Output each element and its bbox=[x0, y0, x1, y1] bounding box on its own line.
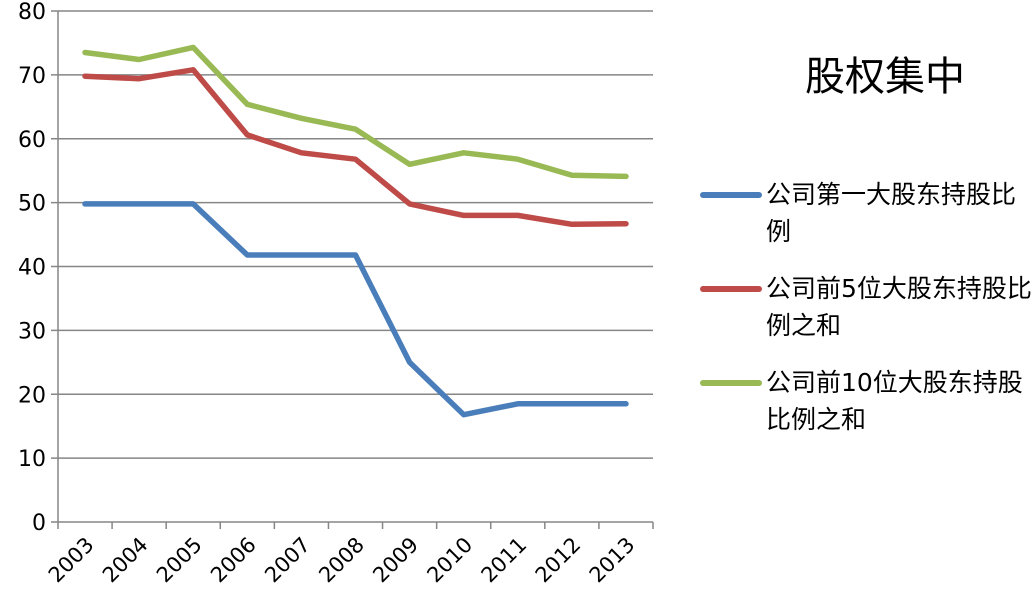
x-tick-label: 2003 bbox=[44, 533, 99, 588]
x-tick-label: 2004 bbox=[98, 533, 153, 588]
x-tick-label: 2010 bbox=[422, 533, 477, 588]
legend-swatch bbox=[700, 192, 762, 198]
y-tick-label: 20 bbox=[18, 383, 46, 408]
x-tick-label: 2008 bbox=[314, 533, 369, 588]
legend-label: 公司第一大股东持股比例 bbox=[766, 180, 1017, 246]
x-tick-label: 2006 bbox=[206, 533, 261, 588]
series-lines bbox=[82, 44, 629, 418]
series-line-1 bbox=[82, 201, 629, 418]
legend-swatch bbox=[700, 286, 762, 292]
y-tick-label: 10 bbox=[18, 447, 46, 472]
y-tick-label: 70 bbox=[18, 64, 46, 89]
x-axis-ticks: 2003 2004 2005 2006 2007 2008 2009 2010 2011 2012… bbox=[44, 533, 640, 588]
y-tick-label: 80 bbox=[18, 0, 46, 25]
legend-swatch bbox=[700, 380, 762, 386]
series-line-3 bbox=[82, 44, 629, 180]
x-tick-label: 2011 bbox=[477, 533, 532, 588]
y-tick-label: 50 bbox=[18, 192, 46, 217]
legend-label: 公司前10位大股东持股比例之和 bbox=[766, 368, 1023, 434]
series-line-2 bbox=[82, 67, 629, 228]
y-tick-label: 60 bbox=[18, 128, 46, 153]
x-tick-label: 2012 bbox=[531, 533, 586, 588]
x-tick-label: 2009 bbox=[368, 533, 423, 588]
legend-label: 公司前5位大股东持股比例之和 bbox=[766, 274, 1032, 340]
y-tick-label: 0 bbox=[32, 511, 46, 536]
y-tick-label: 30 bbox=[18, 319, 46, 344]
chart-title: 股权集中 bbox=[805, 54, 965, 100]
legend: 公司第一大股东持股比例 公司前5位大股东持股比例之和 公司前10位大股东持股比例… bbox=[700, 176, 1034, 458]
x-tick-label: 2013 bbox=[585, 533, 640, 588]
legend-item-top10: 公司前10位大股东持股比例之和 bbox=[700, 364, 1034, 458]
axes bbox=[51, 10, 654, 529]
legend-item-top1: 公司第一大股东持股比例 bbox=[700, 176, 1034, 270]
y-axis-ticks: 0 10 20 30 40 50 60 70 80 bbox=[18, 0, 46, 536]
legend-item-top5: 公司前5位大股东持股比例之和 bbox=[700, 270, 1034, 364]
x-tick-label: 2005 bbox=[152, 533, 207, 588]
x-tick-label: 2007 bbox=[260, 533, 315, 588]
y-tick-label: 40 bbox=[18, 256, 46, 281]
